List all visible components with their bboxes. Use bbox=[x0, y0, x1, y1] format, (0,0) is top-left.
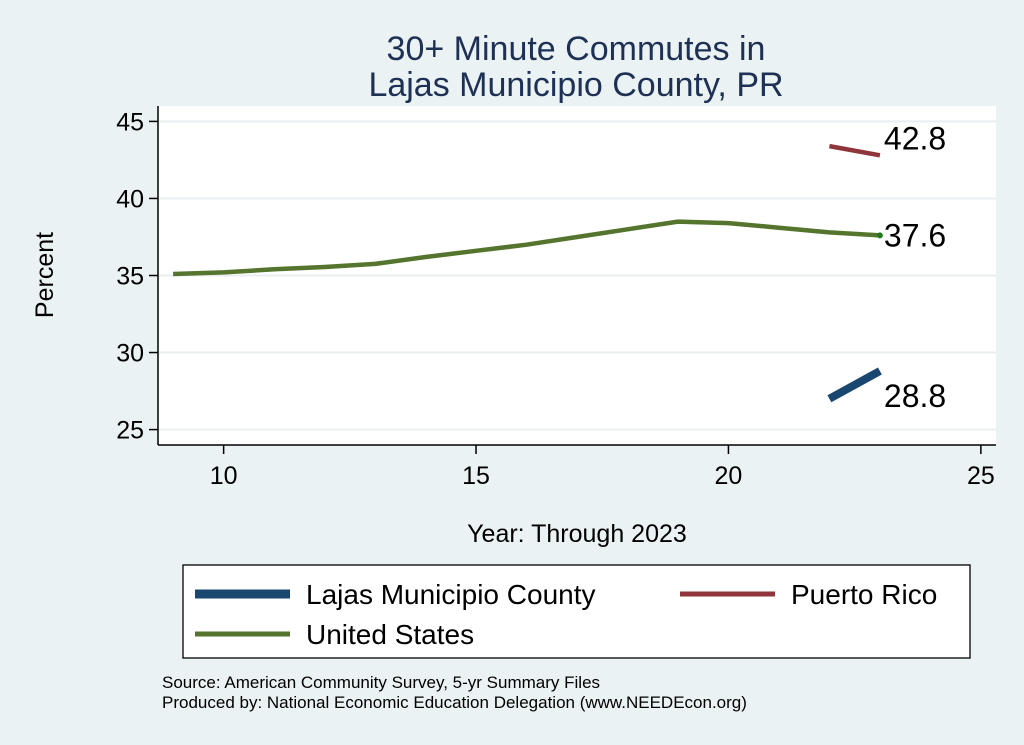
y-tick-label: 25 bbox=[116, 417, 144, 445]
end-labels: 28.8 42.8 37.6 bbox=[884, 120, 946, 414]
y-tick-label: 40 bbox=[116, 185, 144, 213]
series-line-us bbox=[173, 219, 881, 277]
y-tick-label: 45 bbox=[116, 108, 144, 136]
legend-label-lajas: Lajas Municipio County bbox=[306, 579, 596, 610]
legend: Lajas Municipio County Puerto Rico United … bbox=[195, 579, 937, 650]
series-line-lajas bbox=[827, 367, 882, 403]
x-axis-title: Year: Through 2023 bbox=[467, 520, 687, 548]
y-tick-label: 35 bbox=[116, 263, 144, 291]
legend-box bbox=[182, 564, 971, 659]
end-label-lajas: 28.8 bbox=[884, 378, 946, 414]
x-tick-label: 15 bbox=[462, 462, 490, 490]
y-axis-ticks: 25 30 35 40 45 bbox=[116, 108, 158, 445]
source-note: Source: American Community Survey, 5-yr … bbox=[162, 673, 600, 692]
x-tick-label: 25 bbox=[967, 462, 995, 490]
chart-title-line-2: Lajas Municipio County, PR bbox=[368, 66, 783, 104]
series-end-marker-us bbox=[876, 232, 883, 239]
end-label-us: 37.6 bbox=[884, 217, 946, 253]
legend-label-pr: Puerto Rico bbox=[791, 579, 937, 610]
series-lines bbox=[173, 143, 883, 403]
series-line-pr bbox=[828, 143, 881, 158]
chart-title-line-1: 30+ Minute Commutes in bbox=[387, 30, 766, 68]
producer-note: Produced by: National Economic Education… bbox=[162, 693, 747, 712]
x-tick-label: 20 bbox=[715, 462, 743, 490]
x-tick-label: 10 bbox=[210, 462, 238, 490]
gridlines bbox=[158, 120, 996, 431]
y-tick-label: 30 bbox=[116, 340, 144, 368]
x-axis-ticks: 10 15 20 25 bbox=[210, 445, 995, 490]
y-axis-title: Percent bbox=[31, 232, 59, 318]
legend-label-us: United States bbox=[306, 619, 474, 650]
end-label-pr: 42.8 bbox=[884, 120, 946, 156]
